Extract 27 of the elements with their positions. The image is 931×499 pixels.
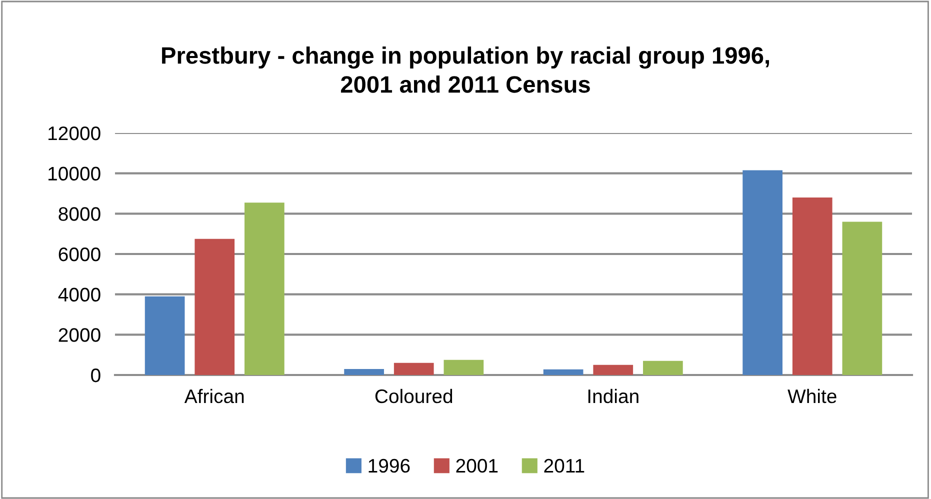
x-tick-label: White bbox=[788, 388, 836, 404]
bar bbox=[742, 170, 782, 375]
bar bbox=[194, 238, 235, 375]
legend-label: 1996 bbox=[368, 458, 410, 473]
bar bbox=[344, 368, 384, 375]
y-tick-label: 6000 bbox=[58, 247, 100, 262]
bar bbox=[394, 362, 434, 375]
y-tick-label: 12000 bbox=[48, 126, 100, 140]
bar bbox=[444, 360, 484, 375]
bar bbox=[543, 369, 584, 375]
x-tick-label: Coloured bbox=[375, 388, 452, 404]
bar bbox=[842, 222, 882, 375]
y-tick-label: 4000 bbox=[58, 288, 100, 302]
x-tick-label: African bbox=[184, 388, 244, 404]
y-tick-label: 0 bbox=[91, 368, 100, 382]
x-tick-label: Indian bbox=[588, 388, 638, 404]
y-tick-label: 2000 bbox=[58, 328, 100, 342]
chart-title: Prestbury - change in population by racial group 1996, 2001 and 2011 Census bbox=[162, 46, 769, 93]
bar bbox=[144, 296, 185, 375]
legend-label: 2011 bbox=[544, 458, 584, 473]
y-tick-label: 8000 bbox=[58, 207, 100, 221]
legend-label: 2001 bbox=[456, 458, 498, 473]
bar bbox=[593, 364, 634, 375]
bar bbox=[244, 202, 284, 375]
bar bbox=[643, 360, 683, 375]
bar bbox=[792, 198, 832, 375]
y-tick-label: 10000 bbox=[48, 166, 100, 181]
